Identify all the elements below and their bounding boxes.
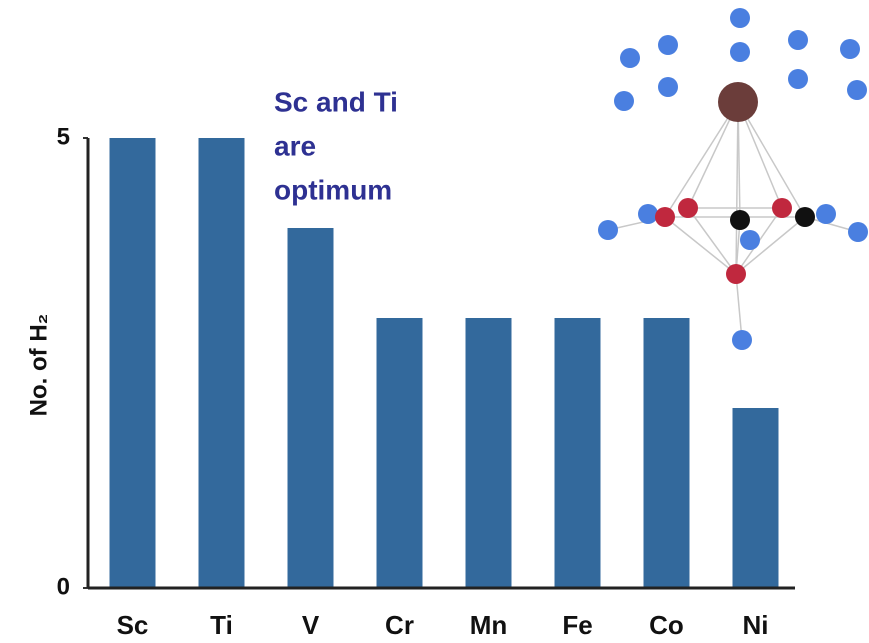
annotation: optimum (274, 174, 392, 205)
bar (198, 138, 245, 588)
y-axis-label: No. of H₂ (25, 314, 52, 417)
annotation: Sc and Ti (274, 86, 398, 117)
bar (109, 138, 156, 588)
x-tick-label: Sc (117, 610, 149, 640)
annotation: are (274, 130, 316, 161)
x-tick-label: V (302, 610, 320, 640)
bar (376, 318, 423, 588)
bar (465, 318, 512, 588)
bar (732, 408, 779, 588)
molecule-illustration (598, 8, 868, 350)
x-tick-label: Cr (385, 610, 414, 640)
x-tick-label: Co (649, 610, 684, 640)
bar (554, 318, 601, 588)
x-tick-label: Mn (470, 610, 508, 640)
x-tick-label: Ti (210, 610, 233, 640)
bar (643, 318, 690, 588)
y-tick-label: 0 (57, 573, 70, 600)
y-tick-label: 5 (57, 123, 70, 150)
x-tick-label: Fe (562, 610, 592, 640)
bar (287, 228, 334, 588)
x-tick-label: Ni (743, 610, 769, 640)
